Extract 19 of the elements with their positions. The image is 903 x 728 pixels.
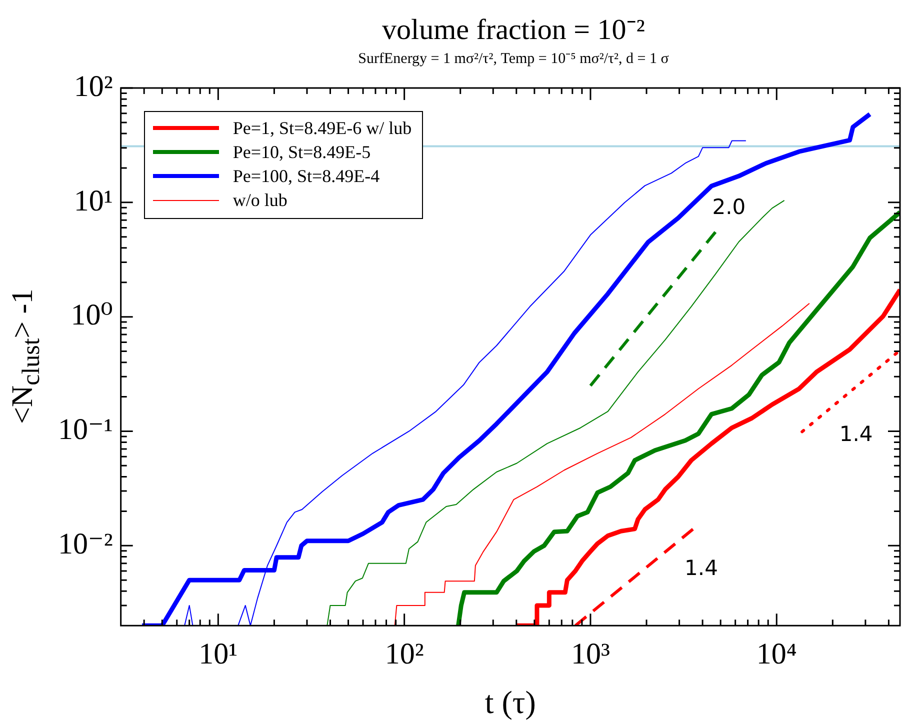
y-tick-label: 10² <box>74 70 113 103</box>
y-tick-label: 10⁻² <box>58 528 113 561</box>
x-tick-label: 10¹ <box>198 637 238 670</box>
legend-label: w/o lub <box>232 190 288 210</box>
y-tick-label: 10⁰ <box>70 298 113 332</box>
x-axis-title: t (τ) <box>484 684 536 720</box>
x-tick-label: 10² <box>384 637 424 670</box>
y-tick-label: 10⁻¹ <box>58 413 113 446</box>
legend-label: Pe=1, St=8.49E-6 w/ lub <box>232 118 412 138</box>
annotation: 1.4 <box>839 422 873 446</box>
x-tick-label: 10⁴ <box>756 637 797 670</box>
chart-subtitle: SurfEnergy = 1 mσ²/τ², Temp = 10⁻⁵ mσ²/τ², d = 1 σ <box>357 50 670 68</box>
y-tick-label: 10¹ <box>74 184 113 218</box>
annotation: 2.0 <box>712 195 746 220</box>
annotation: 1.4 <box>684 556 718 580</box>
legend-label: Pe=100, St=8.49E-4 <box>232 166 380 186</box>
x-tick-label: 10³ <box>570 637 610 670</box>
legend-label: Pe=10, St=8.49E-5 <box>232 142 371 162</box>
chart-title: volume fraction = 10⁻² <box>381 14 646 46</box>
